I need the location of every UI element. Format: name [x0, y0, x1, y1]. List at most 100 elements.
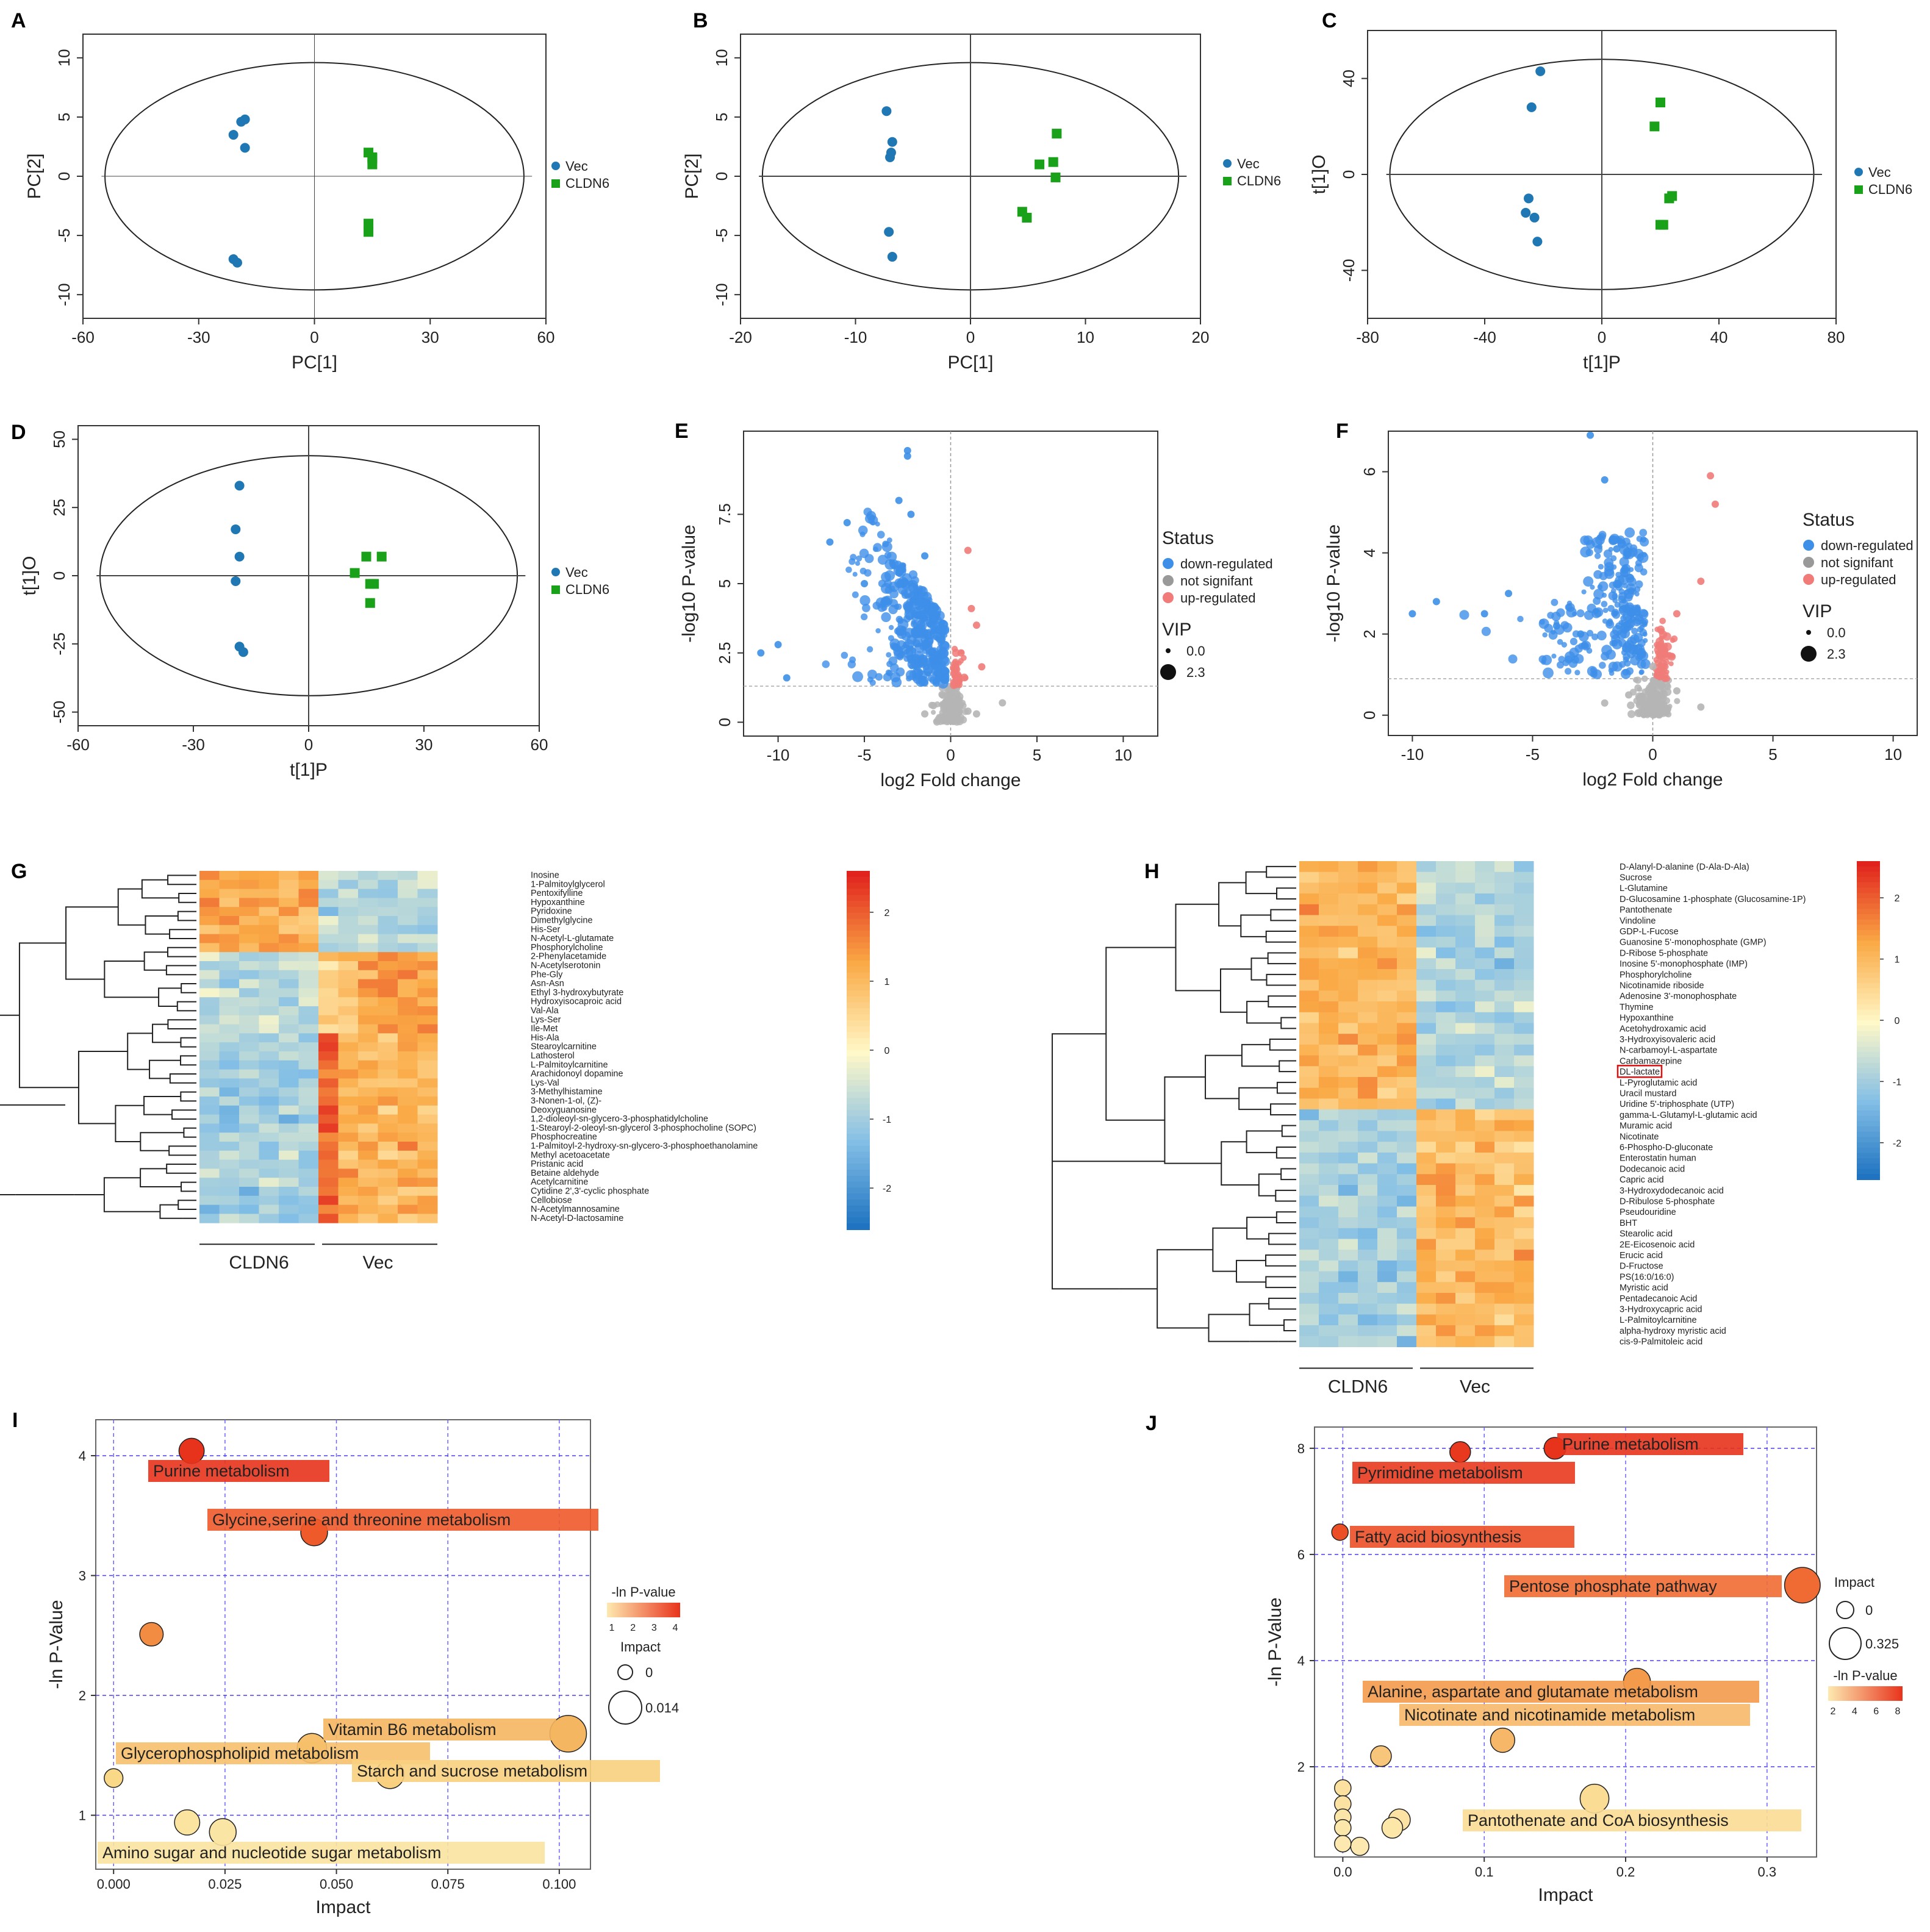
color-legend-j-tick: 4 [1852, 1706, 1857, 1717]
heatmap-cell-H [1397, 1023, 1417, 1034]
row-dendrogram-H [1250, 957, 1268, 981]
point-up-regulated [1656, 637, 1665, 646]
row-dendrogram-H [1175, 903, 1221, 992]
heatmap-cell-G [318, 952, 339, 962]
point-down-regulated [852, 591, 859, 598]
heatmap-cell-G [398, 934, 418, 943]
heatmap-row-label: Muramic acid [1620, 1122, 1672, 1131]
y-tick-label-F: 6 [1360, 467, 1379, 476]
data-point-up-regulated [957, 649, 965, 657]
heatmap-cell-G [298, 970, 319, 980]
heatmap-cell-H [1338, 1109, 1358, 1121]
heatmap-cell-G [417, 943, 438, 953]
heatmap-cell-G [318, 1204, 339, 1214]
x-tick-label-F: -5 [1526, 745, 1540, 764]
color-scale-H [1857, 940, 1880, 947]
heatmap-cell-G [417, 970, 438, 980]
heatmap-cell-G [199, 925, 220, 935]
color-scale-G [847, 876, 870, 884]
color-legend-i-tick: 3 [651, 1623, 657, 1633]
heatmap-cell-G [259, 1105, 279, 1115]
data-point-cldn6 [364, 218, 374, 229]
heatmap-cell-H [1397, 1239, 1417, 1250]
heatmap-cell-H [1377, 1336, 1397, 1347]
point-down-regulated [1639, 529, 1648, 537]
heatmap-row-label: His-Ala [531, 1033, 560, 1043]
color-scale-G [847, 948, 870, 956]
row-dendrogram-G [140, 1168, 182, 1187]
heatmap-cell-G [298, 1069, 319, 1079]
heatmap-cell-G [259, 871, 279, 881]
heatmap-cell-G [417, 1042, 438, 1052]
row-dendrogram-H [1280, 1017, 1296, 1029]
heatmap-cell-G [199, 898, 220, 907]
point-not-signifant [945, 718, 952, 725]
heatmap-cell-G [398, 1033, 418, 1043]
heatmap-cell-G [279, 943, 299, 953]
data-point-down-regulated [843, 519, 851, 526]
data-point-up-regulated [1673, 610, 1681, 618]
color-scale-H [1857, 967, 1880, 973]
heatmap-cell-H [1494, 893, 1515, 905]
color-scale-label-G: 2 [884, 908, 890, 918]
heatmap-cell-H [1514, 936, 1534, 948]
point-up-regulated [1661, 675, 1669, 682]
data-point-not-signifant [1601, 699, 1609, 707]
heatmap-cell-G [378, 1214, 398, 1223]
heatmap-cell-G [259, 907, 279, 917]
heatmap-cell-G [417, 907, 438, 917]
heatmap-cell-G [338, 898, 359, 907]
heatmap-cell-H [1475, 958, 1495, 970]
heatmap-cell-H [1397, 1260, 1417, 1272]
legend-key-vec [1223, 159, 1232, 168]
heatmap-cell-G [378, 1178, 398, 1187]
legend-label-vip: 0.0 [1186, 643, 1205, 659]
color-scale-H [1857, 1073, 1880, 1079]
point-not-signifant [1674, 698, 1681, 704]
heatmap-cell-H [1416, 1087, 1437, 1099]
heatmap-cell-H [1436, 1109, 1456, 1121]
heatmap-cell-G [239, 1087, 259, 1097]
heatmap-cell-G [338, 934, 359, 943]
y-tick-label-A: -10 [55, 283, 73, 306]
heatmap-cell-H [1494, 1120, 1515, 1131]
heatmap-cell-G [279, 952, 299, 962]
pathway-bubble [1334, 1779, 1352, 1797]
heatmap-cell-H [1436, 1142, 1456, 1153]
highlight-box-dl-lactate [1616, 1065, 1663, 1078]
y-tick-label-B: -10 [712, 283, 731, 306]
heatmap-cell-H [1377, 1077, 1397, 1089]
point-up-regulated [1659, 630, 1668, 639]
heatmap-cell-G [239, 1069, 259, 1079]
heatmap-cell-G [417, 997, 438, 1007]
x-tick-label-A: 30 [422, 328, 439, 346]
row-dendrogram-H [1276, 887, 1296, 900]
pathway-bubble [178, 1437, 205, 1464]
heatmap-cell-H [1475, 1120, 1495, 1131]
row-dendrogram-H [1241, 1043, 1280, 1067]
heatmap-cell-G [417, 1187, 438, 1197]
y-tick-label-E: 2.5 [716, 642, 734, 664]
heatmap-cell-G [417, 1006, 438, 1016]
point-down-regulated [1604, 566, 1614, 576]
color-scale-G [847, 990, 870, 997]
point-down-regulated [881, 596, 891, 606]
heatmap-cell-G [298, 934, 319, 943]
heatmap-cell-H [1455, 958, 1476, 970]
heatmap-cell-H [1358, 979, 1378, 991]
heatmap-cell-H [1377, 1087, 1397, 1099]
heatmap-cell-H [1397, 893, 1417, 905]
row-dendrogram-H [1268, 995, 1296, 1007]
heatmap-cell-H [1299, 1098, 1319, 1110]
heatmap-cell-H [1494, 947, 1515, 959]
heatmap-cell-H [1377, 1152, 1397, 1164]
point-down-regulated [1622, 668, 1629, 676]
color-scale-G [847, 1145, 870, 1153]
row-dendrogram-H [1266, 973, 1296, 986]
heatmap-cell-H [1436, 1195, 1456, 1207]
data-point-cldn6 [1048, 157, 1058, 167]
color-legend-i-title: -ln P-value [611, 1584, 675, 1600]
data-point-cldn6 [1035, 159, 1045, 170]
heatmap-cell-G [338, 1051, 359, 1061]
x-tick-label-C: -40 [1473, 328, 1496, 346]
